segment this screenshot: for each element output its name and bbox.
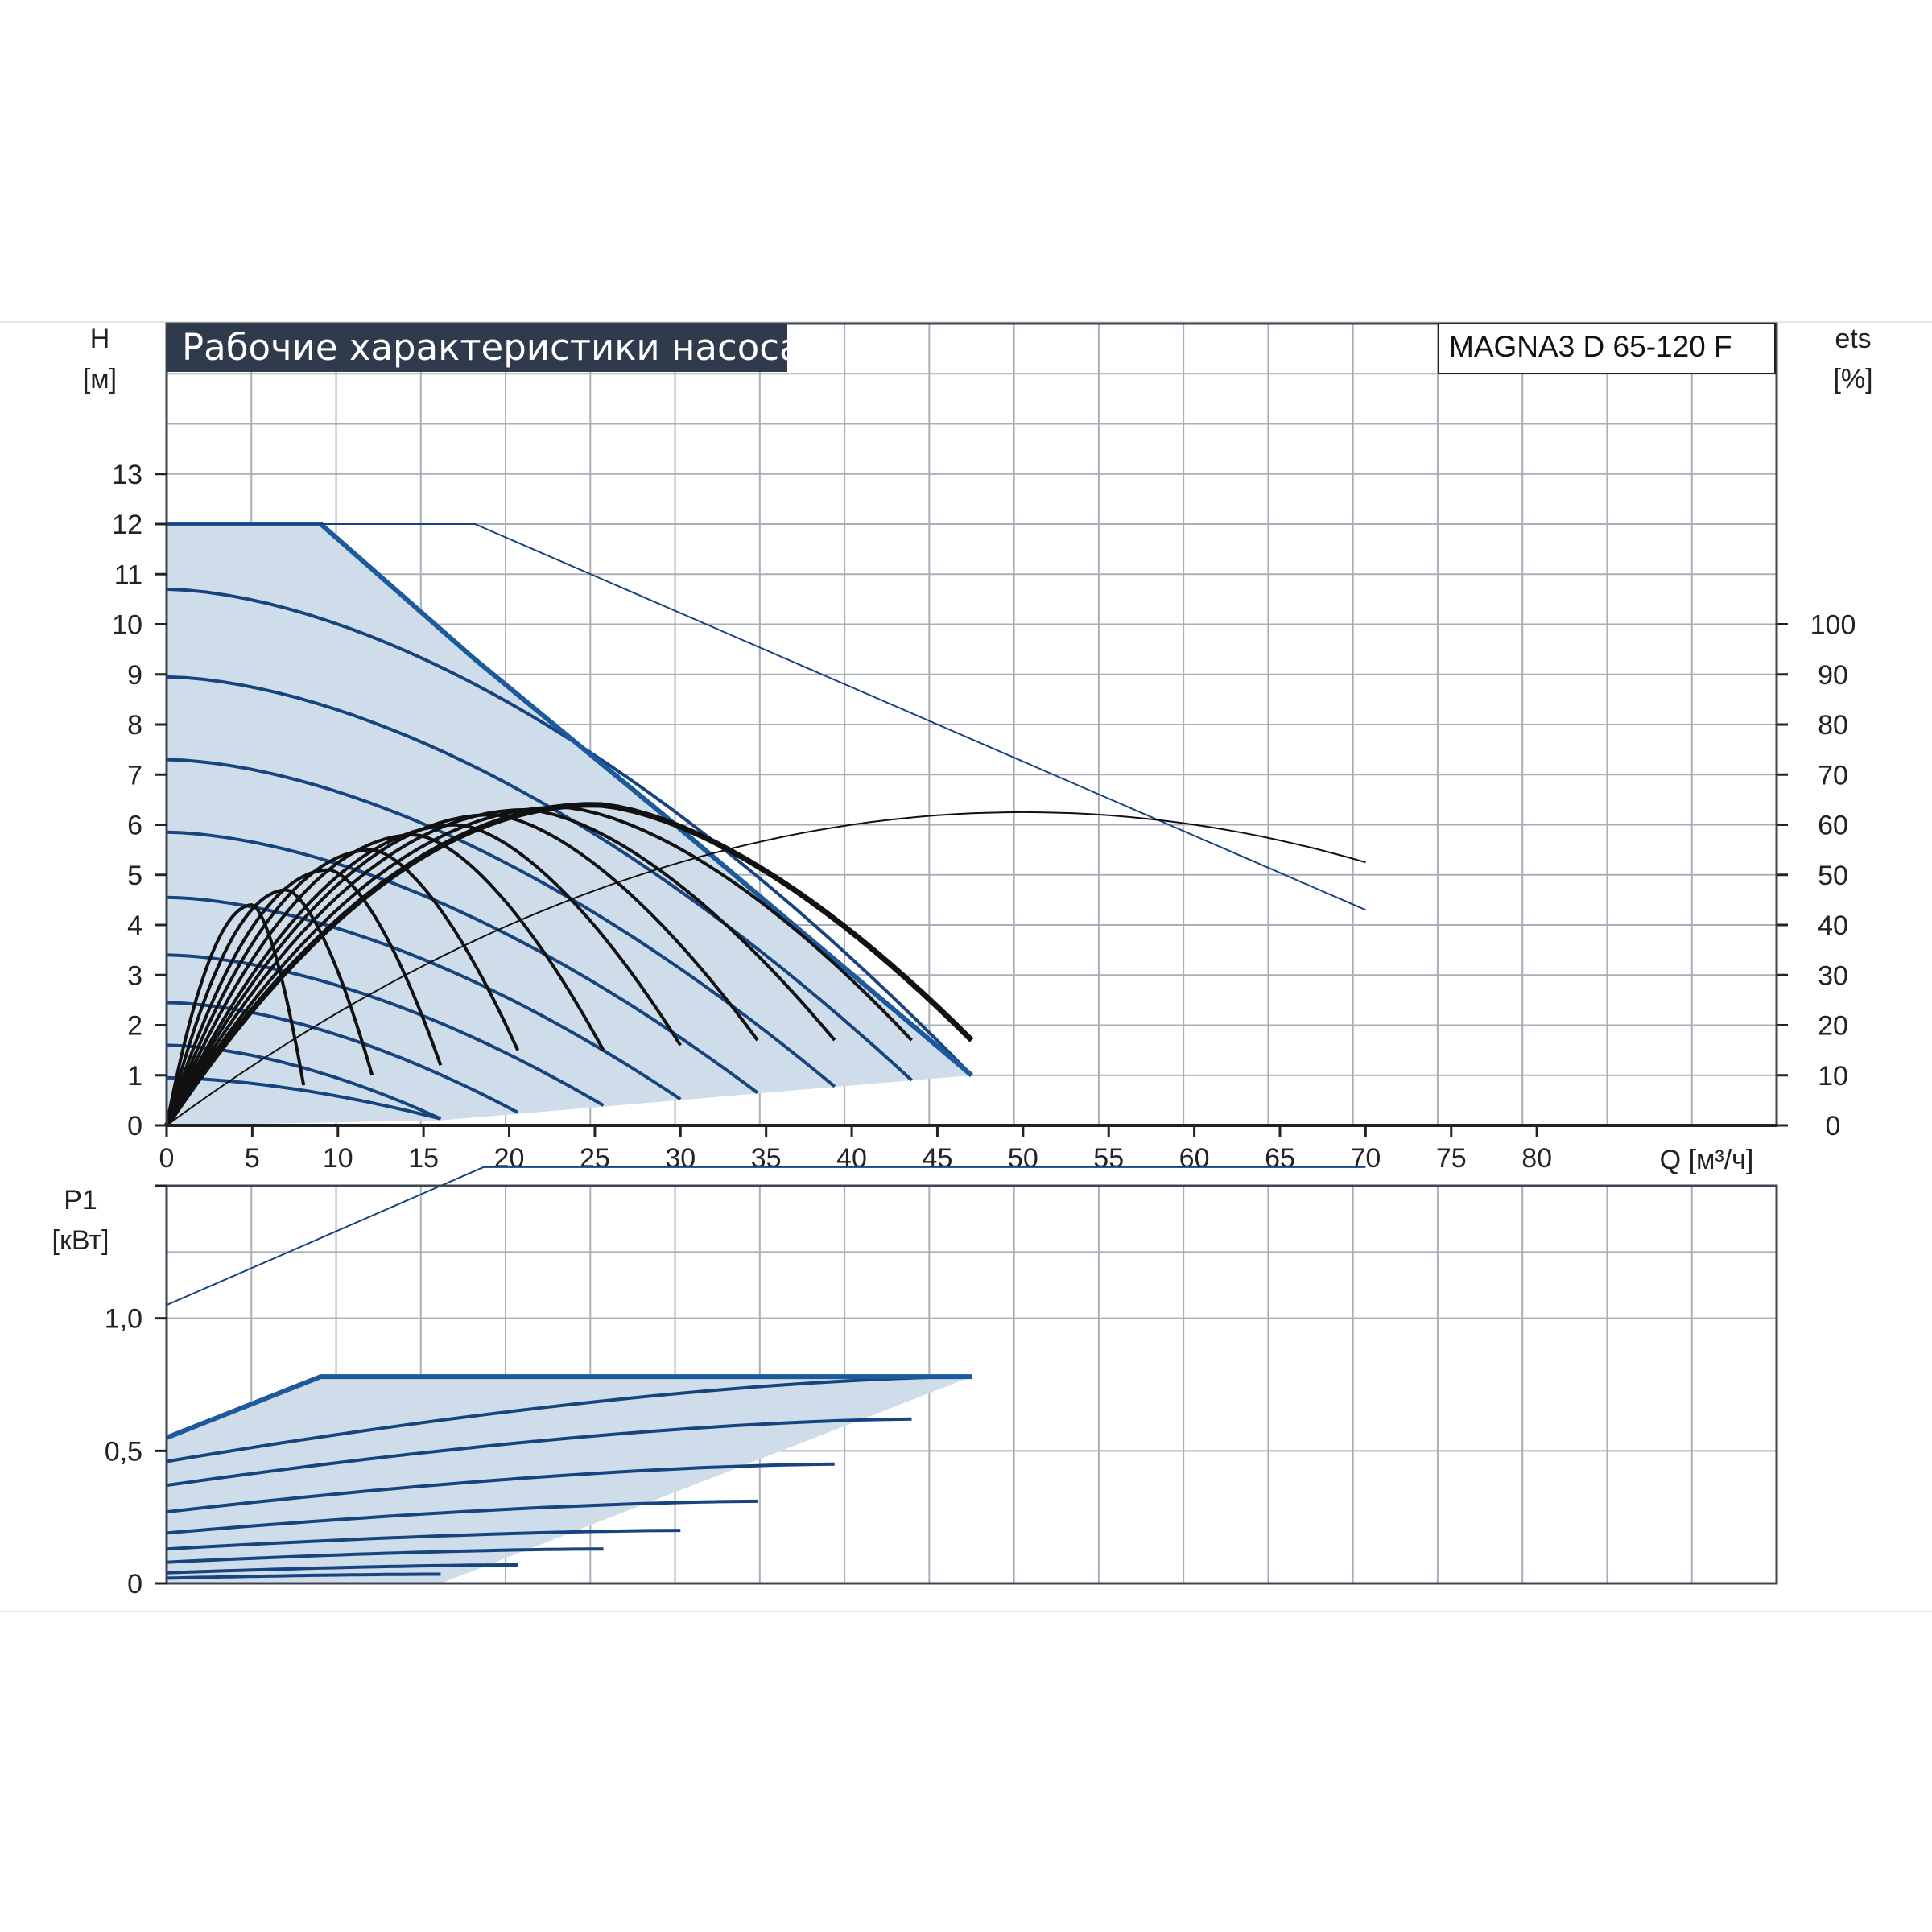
- x-tick-label: 45: [923, 1143, 953, 1174]
- x-tick-label: 20: [494, 1143, 525, 1174]
- x-tick-label: 35: [751, 1143, 782, 1174]
- power-chart-frame: [165, 1184, 1778, 1585]
- efficiency-curve: [164, 802, 974, 1127]
- speed-power-curve: [166, 1547, 604, 1564]
- efficiency-curve: [165, 832, 605, 1126]
- x-tick-label: 50: [1008, 1143, 1038, 1174]
- speed-head-curve: [166, 830, 759, 1095]
- single-pump-power-line: [166, 1166, 1366, 1307]
- y2-tick-label: 20: [1818, 1011, 1848, 1042]
- y2-tick-label: 50: [1818, 861, 1848, 891]
- x-tick-label: 15: [408, 1143, 439, 1174]
- speed-power-curve: [166, 1563, 518, 1575]
- y-tick-label: 8: [127, 710, 142, 741]
- power-operating-area: [167, 1377, 972, 1583]
- efficiency-curve: [165, 848, 520, 1126]
- x-axis-label: Q [м³/ч]: [1660, 1145, 1754, 1175]
- top-separator: [0, 321, 1932, 323]
- y2-tick-label: 70: [1818, 760, 1848, 791]
- flow-x-ticks: 0 5 10 15 20 25 30 35 40 45 50 55 60 65 70 75 80: [159, 1125, 1552, 1174]
- y2-tick-label: 40: [1818, 910, 1848, 941]
- x-tick-label: 60: [1179, 1143, 1210, 1174]
- y-tick-label: 4: [127, 910, 142, 941]
- y-tick-label: 11: [114, 559, 142, 590]
- single-pump-max-line: [167, 523, 1366, 911]
- y-tick-label: 10: [112, 610, 142, 641]
- y-axis-unit: [м]: [83, 364, 117, 394]
- power-y-tick-label: 0,5: [105, 1436, 142, 1467]
- operating-area-fill: [167, 524, 972, 1125]
- y-tick-label: 7: [127, 760, 142, 791]
- power-plot-border: [165, 1184, 1778, 1585]
- efficiency-curve: [165, 805, 913, 1127]
- y2-axis-label: ets: [1835, 324, 1871, 354]
- x-tick-label: 65: [1265, 1143, 1295, 1174]
- single-pump-efficiency-curve: [166, 811, 1366, 1126]
- y-tick-label: 12: [112, 510, 142, 540]
- y-tick-label: 2: [127, 1011, 142, 1042]
- y-tick-label: 3: [127, 960, 142, 991]
- y2-tick-label: 100: [1810, 610, 1856, 641]
- head-operating-area: [167, 524, 972, 1125]
- y2-tick-label: 60: [1818, 811, 1848, 841]
- y-tick-label: 6: [127, 811, 142, 841]
- power-y-ticks: 0 0,5 1,0: [105, 1184, 167, 1600]
- model-box: [1438, 323, 1776, 374]
- y2-tick-label: 0: [1826, 1111, 1841, 1141]
- speed-power-curve: [166, 1572, 441, 1580]
- speed-power-curve: [166, 1499, 758, 1535]
- power-curves: [165, 1166, 1366, 1580]
- y-tick-label: 0: [127, 1111, 142, 1141]
- x-tick-label: 75: [1436, 1143, 1467, 1174]
- efficiency-curve: [165, 868, 443, 1126]
- speed-power-curve: [166, 1375, 972, 1463]
- speed-power-curve: [166, 1462, 835, 1514]
- y2-tick-label: 80: [1818, 710, 1848, 741]
- speed-power-curve: [166, 1529, 681, 1551]
- speed-head-curve: [166, 1075, 441, 1121]
- speed-head-curve: [166, 675, 913, 1082]
- power-y-tick-label: 1,0: [105, 1304, 142, 1335]
- efficiency-y-ticks: 0 10 20 30 40 50 60 70 80 90 100: [1777, 610, 1856, 1141]
- efficiency-curve: [165, 813, 759, 1126]
- x-tick-label: 80: [1521, 1143, 1552, 1174]
- y2-tick-label: 10: [1818, 1061, 1848, 1092]
- speed-head-curve: [166, 758, 836, 1088]
- model-label: MAGNA3 D 65-120 F: [1449, 330, 1732, 363]
- efficiency-curve: [165, 823, 682, 1126]
- speed-power-curve: [166, 1417, 912, 1488]
- title-box: [167, 324, 787, 372]
- y2-tick-label: 90: [1818, 660, 1848, 691]
- x-tick-label: 10: [323, 1143, 353, 1174]
- y-tick-label: 1: [127, 1061, 142, 1092]
- x-tick-label: 55: [1093, 1143, 1124, 1174]
- max-power-line: [165, 1374, 972, 1440]
- power-y-tick-label: 0: [127, 1569, 142, 1600]
- y-tick-label: 9: [127, 660, 142, 691]
- x-tick-label: 40: [836, 1143, 867, 1174]
- power-y-axis-unit: [кВт]: [52, 1225, 109, 1256]
- power-area-fill: [167, 1377, 972, 1583]
- x-tick-label: 70: [1350, 1143, 1381, 1174]
- x-tick-label: 5: [245, 1143, 260, 1174]
- efficiency-curve: [165, 903, 306, 1126]
- efficiency-curves: [164, 802, 1366, 1127]
- power-y-axis-label: P1: [64, 1185, 97, 1216]
- efficiency-curve: [165, 888, 374, 1126]
- x-tick-label: 0: [159, 1143, 175, 1174]
- y2-tick-label: 30: [1818, 960, 1848, 991]
- y2-axis-unit: [%]: [1833, 364, 1872, 394]
- x-tick-label: 30: [665, 1143, 696, 1174]
- bottom-separator: [0, 1611, 1932, 1612]
- chart-title: Рабочие характеристики насоса: [182, 326, 802, 369]
- y-tick-label: 5: [127, 861, 142, 891]
- x-tick-label: 25: [580, 1143, 610, 1174]
- y-axis-label: H: [90, 324, 110, 354]
- y-tick-label: 13: [112, 460, 142, 490]
